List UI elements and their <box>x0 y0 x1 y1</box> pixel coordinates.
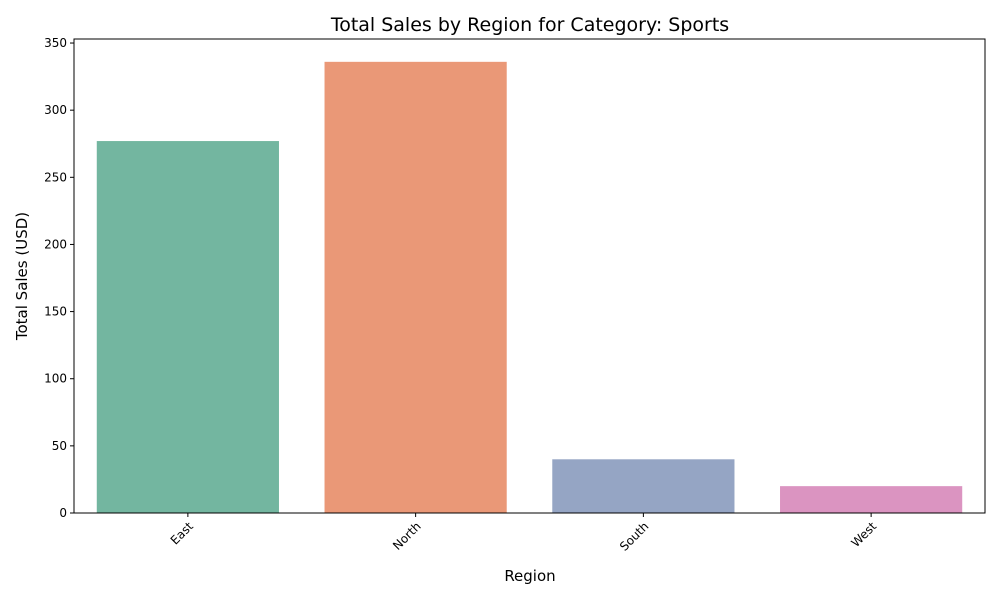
chart-title: Total Sales by Region for Category: Spor… <box>330 14 729 36</box>
y-tick-label-350: 350 <box>44 36 67 50</box>
x-tick-label-west: West <box>848 519 879 550</box>
x-tick-label-south: South <box>617 519 652 554</box>
y-tick-label-200: 200 <box>44 237 67 251</box>
y-tick-label-100: 100 <box>44 372 67 386</box>
x-tick-label-east: East <box>168 519 196 547</box>
y-axis: 0 50 100 150 200 250 300 350 <box>44 36 74 520</box>
plot-frame <box>73 38 986 514</box>
bar-east <box>96 141 279 513</box>
y-tick-label-300: 300 <box>44 103 67 117</box>
y-tick-label-150: 150 <box>44 305 67 319</box>
bar-south <box>552 459 735 513</box>
bars-group <box>96 61 963 513</box>
x-axis: East North South West <box>168 513 879 554</box>
x-axis-label: Region <box>504 567 555 585</box>
y-tick-label-250: 250 <box>44 170 67 184</box>
y-axis-label: Total Sales (USD) <box>13 212 31 341</box>
y-tick-label-50: 50 <box>52 439 67 453</box>
x-tick-label-north: North <box>390 519 424 553</box>
bar-north <box>324 61 507 513</box>
bar-west <box>780 486 963 513</box>
y-tick-label-0: 0 <box>59 506 67 520</box>
